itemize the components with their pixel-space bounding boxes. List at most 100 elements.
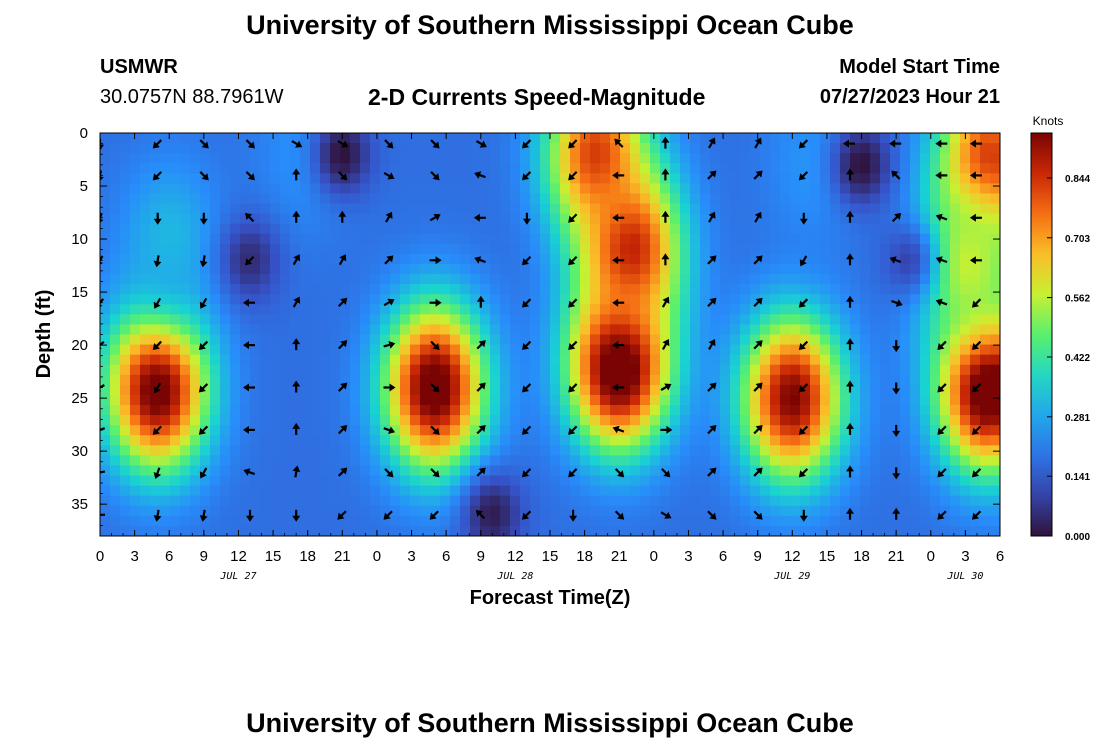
heatmap-cell [430,505,441,517]
heatmap-cell [820,445,831,456]
heatmap-cell [590,394,601,406]
heatmap-cell [180,465,191,477]
current-arrow [798,425,809,435]
heatmap-cell [810,284,821,295]
heatmap-cell [610,324,621,336]
heatmap-cell [630,213,641,225]
heatmap-cell [160,475,171,487]
heatmap-cell [210,354,221,366]
current-arrow-head [935,298,943,307]
heatmap-cell [760,495,771,507]
heatmap-cell [230,324,241,336]
heatmap-cell [380,243,391,255]
heatmap-cell [960,455,971,467]
heatmap-cell [480,193,491,205]
heatmap-cell [460,143,471,154]
heatmap-cell [980,153,991,164]
heatmap-cell [180,304,191,315]
colorbar-tick-label: 0.281 [1065,413,1090,424]
heatmap-cell [970,304,981,315]
heatmap-cell [320,324,331,336]
heatmap-cell [800,354,811,366]
current-arrow-head [153,218,162,225]
heatmap-cell [450,143,461,154]
heatmap-cell [580,394,591,406]
heatmap-cell [670,384,681,396]
current-arrow-head [892,346,901,353]
heatmap-cell [640,415,651,426]
heatmap-cell [130,294,141,305]
heatmap-cell [740,223,751,235]
heatmap-cell [920,324,931,336]
heatmap-cell [580,405,591,416]
heatmap-cell [670,213,681,225]
heatmap-cell [160,163,171,174]
heatmap-cell [720,505,731,517]
heatmap-cell [980,425,991,436]
heatmap-cell [720,344,731,356]
heatmap-cell [250,455,261,467]
heatmap-cell [530,203,541,215]
heatmap-cell [340,405,351,416]
heatmap-cell [550,163,561,174]
heatmap-cell [360,334,371,346]
heatmap-cell [290,495,301,507]
heatmap-cell [220,505,231,517]
heatmap-cell [710,515,721,527]
heatmap-cell [320,133,331,144]
heatmap-cell [550,153,561,164]
heatmap-cell [610,233,621,245]
heatmap-cell [550,243,561,255]
heatmap-cell [280,143,291,154]
heatmap-cell [190,495,201,507]
heatmap-cell [600,274,611,285]
heatmap-cell [130,495,141,507]
heatmap-cell [170,505,181,517]
heatmap-cell [170,415,181,426]
heatmap-cell [390,394,401,406]
heatmap-cell [360,435,371,446]
heatmap-cell [810,274,821,285]
heatmap-cell [950,455,961,467]
current-arrow [753,382,763,392]
heatmap-cell [590,485,601,497]
footer-title: University of Southern Mississippi Ocean… [246,708,854,738]
heatmap-cell [760,485,771,497]
heatmap-cell [500,314,511,326]
heatmap-cell [300,304,311,315]
current-arrow [798,171,809,181]
current-arrow [753,424,763,435]
heatmap-cell [270,294,281,305]
current-arrow [521,510,532,520]
heatmap-cell [140,415,151,426]
heatmap-cell [630,344,641,356]
heatmap-cell [480,173,491,184]
heatmap-cell [940,153,951,164]
heatmap-cell [980,445,991,456]
current-arrow [846,422,854,435]
current-arrow-head [798,427,806,435]
current-arrow-head [478,382,486,390]
heatmap-cell [690,314,701,326]
heatmap-cell [310,384,321,396]
current-arrow [337,171,348,181]
heatmap-cell [240,324,251,336]
heatmap-cell [150,405,161,416]
current-arrow [430,425,440,435]
heatmap-cell [800,364,811,376]
current-arrow [753,255,763,265]
heatmap-cell [200,274,211,285]
heatmap-cell [500,183,511,195]
current-arrow [521,139,532,149]
heatmap-cell [240,405,251,416]
heatmap-cell [900,515,911,527]
heatmap-cell [540,445,551,456]
heatmap-cell [600,314,611,326]
current-arrow-head [799,259,807,267]
heatmap-cell [310,294,321,305]
heatmap-cell [730,253,741,265]
heatmap-cell [870,475,881,487]
heatmap-cell [580,213,591,225]
heatmap-cell [460,344,471,356]
heatmap-cell [130,243,141,255]
